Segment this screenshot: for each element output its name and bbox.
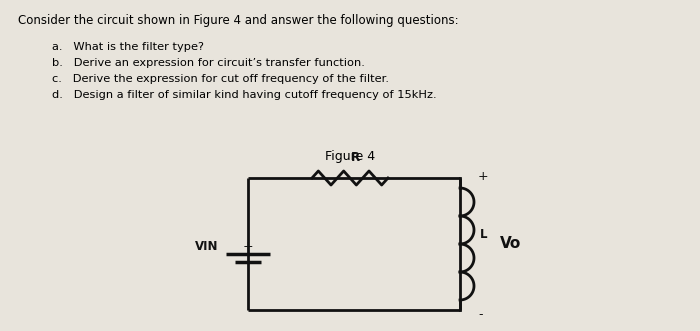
Text: d.   Design a filter of similar kind having cutoff frequency of 15kHz.: d. Design a filter of similar kind havin… — [52, 90, 437, 100]
Text: a.   What is the filter type?: a. What is the filter type? — [52, 42, 204, 52]
Text: +: + — [478, 170, 489, 183]
Text: Vo: Vo — [500, 237, 522, 252]
Text: -: - — [478, 308, 482, 321]
Text: +: + — [243, 240, 253, 253]
Text: VIN: VIN — [195, 240, 218, 253]
Text: Figure 4: Figure 4 — [325, 150, 375, 163]
Text: R: R — [351, 151, 360, 164]
Text: Consider the circuit shown in Figure 4 and answer the following questions:: Consider the circuit shown in Figure 4 a… — [18, 14, 458, 27]
Text: b.   Derive an expression for circuit’s transfer function.: b. Derive an expression for circuit’s tr… — [52, 58, 365, 68]
Text: L: L — [480, 227, 487, 241]
Text: c.   Derive the expression for cut off frequency of the filter.: c. Derive the expression for cut off fre… — [52, 74, 389, 84]
